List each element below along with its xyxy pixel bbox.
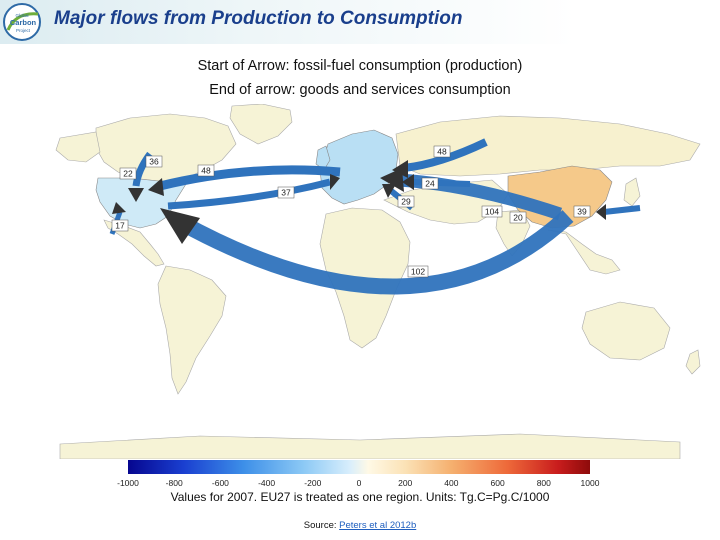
logo-text-project: Project [16,28,31,33]
flow-label-box [197,164,215,177]
flow-label-37: 37 [281,188,291,198]
flow-label-29: 29 [401,197,411,207]
flow-arrowhead-canada-usa [128,188,144,202]
flow-label-box [509,211,527,224]
flow-arrow-russia-europe [403,138,488,172]
flow-label-box [421,177,439,190]
logo-text-global: Global [15,13,28,18]
flow-label-box [573,205,591,218]
land-greenland [229,104,293,145]
flow-label-box [481,205,503,218]
flow-arrowhead-mexico-usa [112,202,126,214]
land-southeast-asia [547,229,621,275]
flow-label-box [397,195,415,208]
flow-label-box [119,167,137,180]
flow-label-36: 36 [149,157,159,167]
flow-arrow-usa-europe [167,178,331,210]
colorbar-tick-label: 0 [356,478,362,488]
colorbar [128,460,590,474]
flow-labels: 36 22 48 17 37 48 24 29 104 20 39 102 [111,145,591,278]
flow-label-24: 24 [425,179,435,189]
world-flow-map: 36 22 48 17 37 48 24 29 104 20 39 102 [0,104,720,459]
flow-label-box [407,265,429,278]
flow-arrows [109,138,641,295]
global-carbon-project-logo: Global Carbon Project [2,2,46,42]
flow-label-box [111,219,129,232]
colorbar-tick-label: -800 [165,478,183,488]
land-japan [623,177,641,207]
flow-label-17: 17 [115,221,125,231]
flow-arrow-mideast-europe [411,179,471,187]
subtitle-line-1: Start of Arrow: fossil-fuel consumption … [197,58,523,74]
colorbar-ticks: -1000 -800 -600 -400 -200 0 200 400 600 800 1000 [117,478,599,490]
logo-text-carbon: Carbon [10,18,37,27]
flow-label-22: 22 [123,169,133,179]
flow-arrowhead-china-usa [160,208,200,244]
colorbar-tick-label: 1000 [580,478,600,488]
colorbar-tick-label: -600 [211,478,229,488]
flow-arrowhead-usa-europe [330,174,340,190]
header-bar: Global Carbon Project Major flows from P… [0,0,720,44]
colorbar-tick-label: 600 [490,478,505,488]
flow-label-box [145,155,163,168]
source-line: Source: Peters et al 2012b [0,520,720,531]
colorbar-tick-label: 800 [536,478,551,488]
flow-arrowhead-europe-usa [148,178,164,196]
flow-label-box [433,145,451,158]
flow-arrowhead-mideast-europe [402,174,414,190]
subtitle-line-2: End of arrow: goods and services consump… [209,82,511,98]
flow-arrow-china-usa [176,210,574,295]
flow-arrowhead-russia-europe [392,160,408,178]
flow-arrowhead-japan-china [596,204,606,220]
land-antarctica [59,433,681,459]
colorbar-tick-label: 400 [444,478,459,488]
colorbar-tick-label: -200 [304,478,322,488]
page-title: Major flows from Production to Consumpti… [54,8,463,29]
source-prefix: Source: [303,520,340,531]
flow-label-48-russia: 48 [437,147,447,157]
land-mexico [103,219,165,267]
map-canvas: 36 22 48 17 37 48 24 29 104 20 39 102 [0,104,720,459]
land-alaska [55,131,101,163]
land-europe [319,129,399,205]
land-australia [581,301,671,361]
colorbar-tick-label: -1000 [117,478,139,488]
land-new-zealand [685,349,701,375]
flow-arrowhead-china-europe [380,168,404,192]
land-south-america [157,265,227,395]
subtitle: Start of Arrow: fossil-fuel consumption … [0,54,720,102]
flow-label-box [277,186,295,199]
colorbar-tick-label: -400 [258,478,276,488]
flow-label-20: 20 [513,213,523,223]
flow-label-48-eu-usa: 48 [201,166,211,176]
colorbar-tick-label: 200 [398,478,413,488]
flow-arrow-japan-china [603,205,641,215]
land-russia [395,115,701,177]
flow-arrow-europe-usa [158,165,341,191]
flow-label-39: 39 [577,207,587,217]
footnote: Values for 2007. EU27 is treated as one … [170,490,550,504]
source-link[interactable]: Peters et al 2012b [339,520,417,531]
flow-label-102: 102 [411,267,425,277]
flow-arrowhead-africa-europe [382,184,396,198]
land-uk [315,145,331,171]
flow-label-104: 104 [485,207,499,217]
